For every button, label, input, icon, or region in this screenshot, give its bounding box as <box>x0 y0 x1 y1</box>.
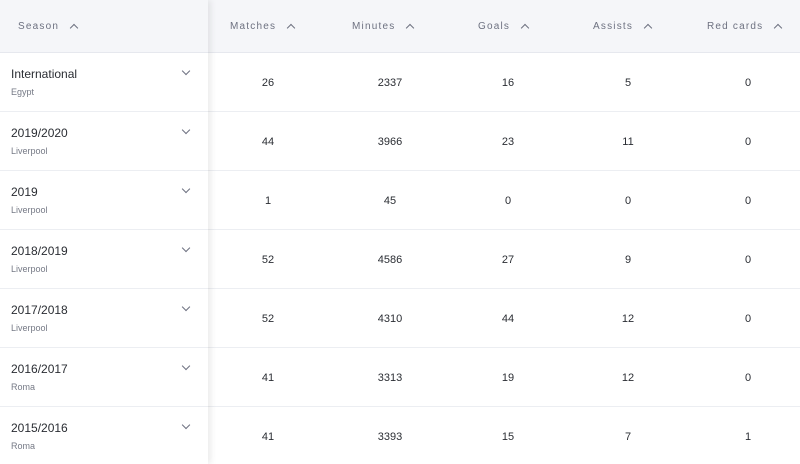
assists-value: 12 <box>621 371 635 384</box>
chevron-down-icon[interactable] <box>181 420 191 430</box>
sort-matches-button[interactable]: Matches <box>230 0 296 52</box>
goals-value: 44 <box>501 312 515 325</box>
season-name: 2018/2019 <box>11 244 68 258</box>
table-row: 2019 Liverpool 1 45 0 0 0 <box>0 171 800 230</box>
table-row: 2016/2017 Roma 41 3313 19 12 0 <box>0 348 800 407</box>
assists-value: 0 <box>624 194 632 207</box>
column-header-matches: Matches <box>230 20 277 32</box>
column-header-season: Season <box>18 20 60 32</box>
season-name: 2016/2017 <box>11 362 68 376</box>
season-name: 2019 <box>11 185 38 199</box>
chevron-down-icon[interactable] <box>181 66 191 76</box>
season-toggle[interactable]: 2016/2017 Roma <box>0 348 208 407</box>
sort-red-cards-button[interactable]: Red cards <box>707 0 783 52</box>
matches-value: 26 <box>261 76 275 89</box>
team-name: Liverpool <box>11 264 48 274</box>
chevron-up-icon <box>643 23 653 32</box>
sort-assists-button[interactable]: Assists <box>593 0 653 52</box>
column-header-red-cards: Red cards <box>707 20 764 32</box>
team-name: Liverpool <box>11 205 48 215</box>
season-toggle[interactable]: 2019 Liverpool <box>0 171 208 230</box>
matches-value: 44 <box>261 135 275 148</box>
team-name: Liverpool <box>11 146 48 156</box>
assists-value: 11 <box>622 135 634 148</box>
season-name: 2017/2018 <box>11 303 68 317</box>
assists-value: 12 <box>621 312 635 325</box>
column-header-minutes: Minutes <box>352 20 396 32</box>
minutes-value: 2337 <box>377 76 403 89</box>
matches-value: 41 <box>261 430 275 443</box>
chevron-down-icon[interactable] <box>181 243 191 253</box>
sort-goals-button[interactable]: Goals <box>478 0 530 52</box>
column-header-goals: Goals <box>478 20 511 32</box>
goals-value: 19 <box>501 371 515 384</box>
season-name: 2019/2020 <box>11 126 68 140</box>
season-toggle[interactable]: 2017/2018 Liverpool <box>0 289 208 348</box>
red-cards-value: 0 <box>744 312 752 325</box>
column-header-assists: Assists <box>593 20 634 32</box>
season-name: International <box>11 67 78 81</box>
season-column: Season <box>0 0 208 464</box>
sort-season-button[interactable]: Season <box>0 0 208 53</box>
red-cards-value: 1 <box>744 430 752 443</box>
red-cards-value: 0 <box>744 253 752 266</box>
chevron-up-icon <box>774 23 783 32</box>
season-toggle[interactable]: 2019/2020 Liverpool <box>0 112 208 171</box>
matches-value: 52 <box>261 253 275 266</box>
chevron-up-icon <box>69 23 79 32</box>
red-cards-value: 0 <box>744 76 752 89</box>
matches-value: 52 <box>261 312 275 325</box>
red-cards-value: 0 <box>744 371 752 384</box>
season-toggle[interactable]: International Egypt <box>0 53 208 112</box>
season-toggle[interactable]: 2018/2019 Liverpool <box>0 230 208 289</box>
matches-value: 41 <box>261 371 275 384</box>
table-row: 2015/2016 Roma 41 3393 15 7 1 <box>0 407 800 464</box>
season-toggle[interactable]: 2015/2016 Roma <box>0 407 208 464</box>
goals-value: 0 <box>504 194 512 207</box>
minutes-value: 3966 <box>377 135 403 148</box>
table-row: 2017/2018 Liverpool 52 4310 44 12 0 <box>0 289 800 348</box>
assists-value: 7 <box>624 430 632 443</box>
table-row: 2019/2020 Liverpool 44 3966 23 11 0 <box>0 112 800 171</box>
team-name: Roma <box>11 441 36 451</box>
chevron-down-icon[interactable] <box>181 125 191 135</box>
team-name: Liverpool <box>11 323 48 333</box>
season-name: 2015/2016 <box>11 421 68 435</box>
minutes-value: 45 <box>383 194 397 207</box>
chevron-down-icon[interactable] <box>181 302 191 312</box>
chevron-up-icon <box>286 23 296 32</box>
table-row: 2018/2019 Liverpool 52 4586 27 9 0 <box>0 230 800 289</box>
minutes-value: 4310 <box>377 312 403 325</box>
team-name: Egypt <box>11 87 35 97</box>
minutes-value: 3393 <box>377 430 403 443</box>
red-cards-value: 0 <box>744 135 752 148</box>
chevron-down-icon[interactable] <box>181 361 191 371</box>
team-name: Roma <box>11 382 36 392</box>
goals-value: 16 <box>501 76 515 89</box>
minutes-value: 3313 <box>377 371 403 384</box>
chevron-down-icon[interactable] <box>181 184 191 194</box>
goals-value: 27 <box>501 253 515 266</box>
minutes-value: 4586 <box>377 253 403 266</box>
chevron-up-icon <box>520 23 530 32</box>
matches-value: 1 <box>264 194 272 207</box>
chevron-up-icon <box>406 23 415 32</box>
red-cards-value: 0 <box>744 194 752 207</box>
goals-value: 23 <box>501 135 515 148</box>
assists-value: 5 <box>624 76 632 89</box>
sort-minutes-button[interactable]: Minutes <box>352 0 415 52</box>
assists-value: 9 <box>624 253 632 266</box>
table-row: International Egypt 26 2337 16 5 0 <box>0 53 800 112</box>
goals-value: 15 <box>501 430 515 443</box>
